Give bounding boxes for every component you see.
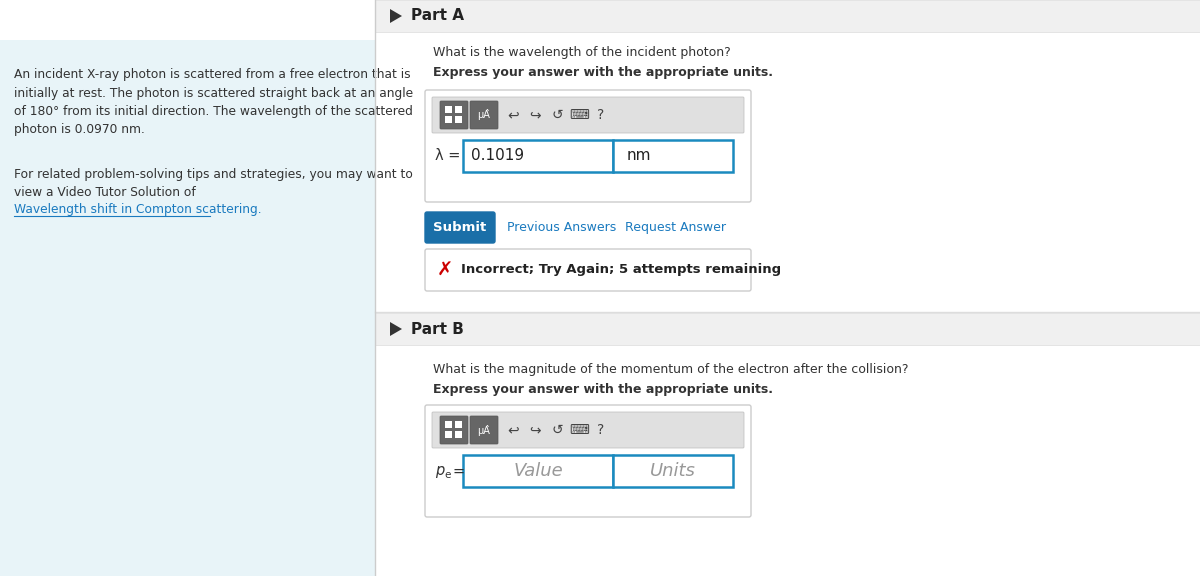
Text: Wavelength shift in Compton scattering.: Wavelength shift in Compton scattering. [14, 203, 262, 216]
FancyBboxPatch shape [455, 106, 462, 113]
FancyBboxPatch shape [470, 416, 498, 444]
Text: Express your answer with the appropriate units.: Express your answer with the appropriate… [433, 383, 773, 396]
Text: ↩: ↩ [508, 423, 518, 437]
Text: For related problem-solving tips and strategies, you may want to
view a Video Tu: For related problem-solving tips and str… [14, 168, 413, 199]
FancyBboxPatch shape [445, 106, 452, 113]
FancyBboxPatch shape [613, 140, 733, 172]
Text: Submit: Submit [433, 221, 487, 234]
Text: Part B: Part B [410, 321, 464, 336]
Text: λ =: λ = [436, 149, 461, 164]
Text: ↪: ↪ [529, 423, 541, 437]
Text: ↺: ↺ [551, 423, 563, 437]
FancyBboxPatch shape [425, 249, 751, 291]
FancyBboxPatch shape [440, 101, 468, 129]
FancyBboxPatch shape [425, 90, 751, 202]
FancyBboxPatch shape [445, 116, 452, 123]
Text: ✗: ✗ [437, 260, 454, 279]
FancyBboxPatch shape [425, 405, 751, 517]
Text: ⌨: ⌨ [569, 423, 589, 437]
Text: Previous Answers: Previous Answers [508, 221, 617, 234]
FancyBboxPatch shape [455, 421, 462, 428]
FancyBboxPatch shape [470, 101, 498, 129]
FancyBboxPatch shape [440, 416, 468, 444]
Text: Units: Units [650, 462, 696, 480]
Text: Request Answer: Request Answer [625, 221, 726, 234]
Text: ⌨: ⌨ [569, 108, 589, 122]
Text: nm: nm [628, 149, 652, 164]
Text: What is the magnitude of the momentum of the electron after the collision?: What is the magnitude of the momentum of… [433, 363, 908, 376]
Text: ↺: ↺ [551, 108, 563, 122]
FancyBboxPatch shape [463, 140, 613, 172]
FancyBboxPatch shape [374, 0, 1200, 32]
Text: Express your answer with the appropriate units.: Express your answer with the appropriate… [433, 66, 773, 79]
Text: An incident X-ray photon is scattered from a free electron that is
initially at : An incident X-ray photon is scattered fr… [14, 68, 413, 137]
Text: Part A: Part A [410, 9, 464, 24]
FancyBboxPatch shape [425, 212, 496, 243]
Text: ↪: ↪ [529, 108, 541, 122]
FancyBboxPatch shape [0, 40, 374, 576]
FancyBboxPatch shape [455, 116, 462, 123]
Text: μÂ: μÂ [478, 109, 491, 120]
FancyBboxPatch shape [374, 313, 1200, 345]
Text: ↩: ↩ [508, 108, 518, 122]
FancyBboxPatch shape [445, 431, 452, 438]
Text: e: e [444, 470, 450, 480]
Text: p: p [436, 464, 444, 479]
Text: ?: ? [598, 423, 605, 437]
Polygon shape [390, 322, 402, 336]
FancyBboxPatch shape [432, 412, 744, 448]
Text: 0.1019: 0.1019 [470, 149, 524, 164]
Text: μÂ: μÂ [478, 425, 491, 435]
Polygon shape [390, 9, 402, 23]
Text: ?: ? [598, 108, 605, 122]
Text: Incorrect; Try Again; 5 attempts remaining: Incorrect; Try Again; 5 attempts remaini… [461, 263, 781, 276]
Text: =: = [452, 464, 464, 479]
Text: Value: Value [514, 462, 563, 480]
FancyBboxPatch shape [455, 431, 462, 438]
Text: What is the wavelength of the incident photon?: What is the wavelength of the incident p… [433, 46, 731, 59]
FancyBboxPatch shape [432, 97, 744, 133]
FancyBboxPatch shape [613, 455, 733, 487]
FancyBboxPatch shape [463, 455, 613, 487]
FancyBboxPatch shape [445, 421, 452, 428]
